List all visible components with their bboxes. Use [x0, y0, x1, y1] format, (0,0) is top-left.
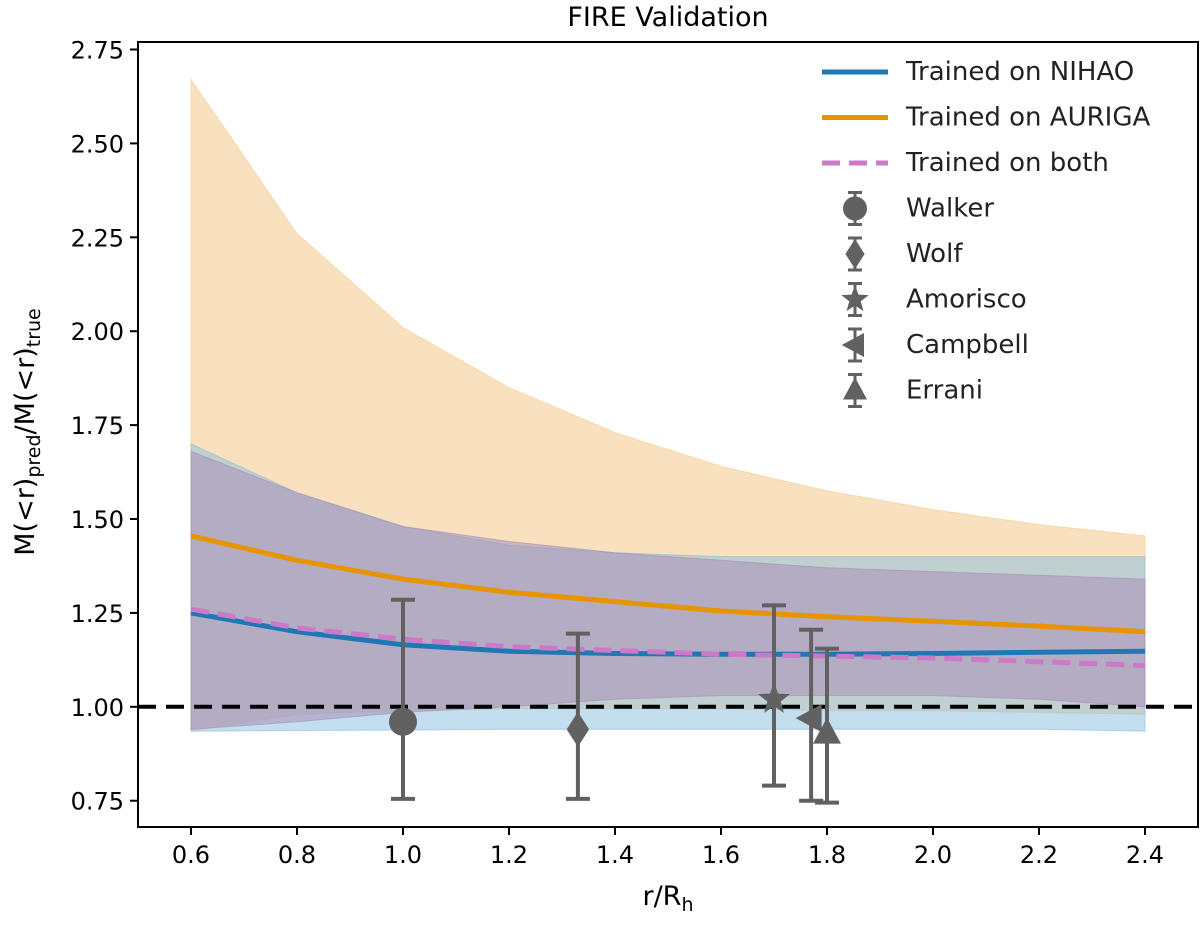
x-tick-label: 1.6	[702, 841, 740, 869]
line-trained-on-both	[190, 606, 1146, 668]
y-axis-title-sub-pred: pred	[23, 434, 45, 477]
legend-label-errani: Errani	[906, 376, 983, 406]
y-tick-label: 2.25	[71, 224, 124, 252]
y-axis: 0.75 1.00 1.25 1.50 1.75 2.00 2.25 2.50 2.75	[71, 37, 138, 816]
marker-wolf	[566, 711, 590, 747]
estimator-campbell	[795, 627, 824, 803]
legend-marker-wolf	[845, 239, 865, 269]
estimator-amorisco	[758, 603, 790, 788]
legend-marker-walker	[843, 196, 867, 221]
marker-walker	[389, 707, 417, 736]
legend-label-trained-on-nihao: Trained on NIHAO	[905, 57, 1134, 87]
y-axis-title-part-2: /M(<r)	[10, 347, 41, 434]
legend-marker-amorisco	[841, 285, 869, 312]
legend-marker-errani	[843, 377, 867, 400]
marker-campbell	[795, 704, 822, 733]
y-tick-label: 2.50	[71, 130, 124, 158]
x-tick-label: 1.0	[384, 841, 422, 869]
legend-label-walker: Walker	[906, 194, 994, 224]
y-tick-label: 1.75	[71, 412, 124, 440]
y-axis-title: M(<r)pred/M(<r)true	[10, 308, 45, 556]
marker-errani	[813, 717, 841, 744]
estimator-errani	[813, 646, 841, 805]
legend-label-trained-on-both: Trained on both	[905, 148, 1109, 178]
x-tick-label: 2.0	[914, 841, 952, 869]
x-tick-label: 1.4	[596, 841, 634, 869]
x-tick-label: 1.8	[808, 841, 846, 869]
chart-title: FIRE Validation	[567, 2, 768, 33]
estimator-walker	[389, 597, 417, 801]
y-tick-label: 0.75	[71, 788, 124, 816]
x-axis-title-main: r/R	[642, 881, 681, 912]
estimator-points	[389, 597, 841, 805]
x-axis: 0.6 0.8 1.0 1.2 1.4 1.6 1.8 2.0 2.2 2.4	[172, 827, 1164, 869]
x-tick-label: 0.8	[278, 841, 316, 869]
x-axis-title-sub: h	[681, 894, 693, 916]
series-lines	[190, 533, 1146, 668]
y-tick-label: 1.00	[71, 694, 124, 722]
y-axis-title-part-1: M(<r)	[10, 478, 41, 556]
line-trained-on-nihao	[190, 610, 1146, 657]
legend: Trained on NIHAO Trained on AURIGA Trained…	[822, 57, 1150, 408]
x-tick-label: 2.4	[1126, 841, 1164, 869]
y-tick-label: 2.75	[71, 37, 124, 65]
y-tick-label: 1.50	[71, 506, 124, 534]
plot-frame	[137, 41, 1199, 828]
marker-amorisco	[758, 682, 790, 713]
estimator-wolf	[565, 631, 590, 801]
legend-label-wolf: Wolf	[906, 239, 963, 269]
y-tick-label: 2.00	[71, 318, 124, 346]
x-tick-label: 1.2	[490, 841, 528, 869]
y-tick-label: 1.25	[71, 600, 124, 628]
y-axis-title-sub-true: true	[23, 308, 45, 347]
x-tick-label: 0.6	[172, 841, 210, 869]
line-trained-on-auriga	[190, 533, 1146, 635]
legend-marker-campbell	[841, 333, 864, 357]
legend-label-campbell: Campbell	[906, 330, 1029, 360]
legend-label-trained-on-auriga: Trained on AURIGA	[905, 103, 1150, 133]
legend-label-amorisco: Amorisco	[906, 285, 1027, 315]
x-tick-label: 2.2	[1020, 841, 1058, 869]
x-axis-title: r/Rh	[642, 881, 693, 916]
